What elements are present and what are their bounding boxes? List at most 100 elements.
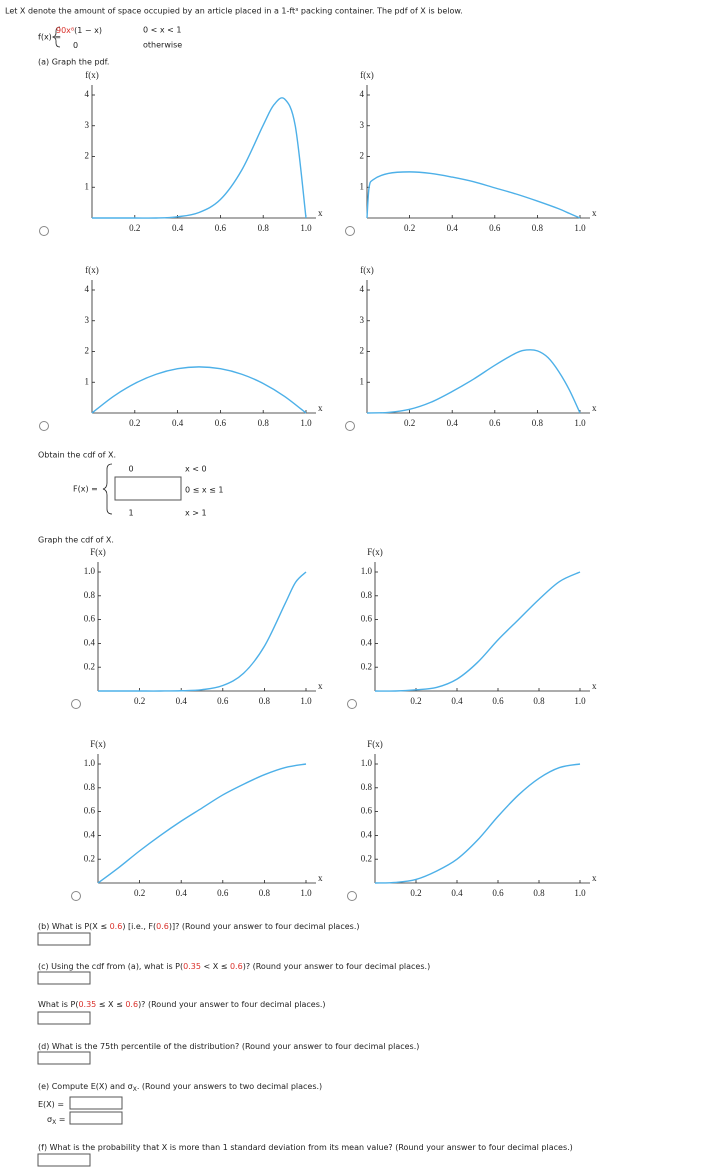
x-tick-label: 0.8	[532, 418, 544, 428]
text-segment: )]? (Round your answer to four decimal p…	[169, 922, 360, 931]
answer-input[interactable]	[37, 932, 91, 946]
radio-button[interactable]	[347, 699, 357, 709]
cdf-value: 0	[128, 465, 133, 474]
x-axis-label: x	[592, 403, 597, 413]
y-axis-label: f(x)	[85, 265, 99, 275]
x-tick-label: 0.6	[492, 888, 504, 898]
x-tick-label: 0.4	[172, 418, 184, 428]
cdf-value: 1	[128, 509, 133, 518]
text-segment: ) [i.e., F(	[122, 922, 156, 931]
answer-input[interactable]	[69, 1096, 123, 1110]
text-segment: 0.6	[230, 962, 243, 971]
y-tick-label: 0.4	[361, 637, 373, 647]
x-axis-label: x	[592, 208, 597, 218]
text-segment: E(X) =	[38, 1100, 64, 1109]
x-tick-label: 0.4	[447, 418, 459, 428]
y-tick-label: 0.8	[84, 590, 96, 600]
curve	[366, 349, 581, 414]
y-tick-label: 1.0	[84, 758, 96, 768]
text-segment: (d) What is the 75th percentile of the d…	[38, 1042, 419, 1051]
x-tick-label: 0.6	[215, 223, 227, 233]
x-axis-label: x	[318, 208, 323, 218]
y-tick-label: 4	[85, 284, 90, 294]
x-tick-label: 1.0	[300, 888, 312, 898]
answer-input[interactable]	[37, 1153, 91, 1167]
text-segment: =	[56, 1115, 65, 1124]
text-segment: (f) What is the probability that X is mo…	[38, 1143, 573, 1152]
y-tick-label: 1	[360, 376, 365, 386]
curve	[97, 763, 307, 884]
question: (e) Compute E(X) and σX. (Round your ans…	[38, 1082, 322, 1094]
y-axis-label: f(x)	[85, 70, 99, 80]
x-tick-label: 1.0	[300, 223, 312, 233]
y-tick-label: 0.6	[84, 806, 96, 816]
y-axis-label: f(x)	[360, 70, 374, 80]
curve	[92, 97, 307, 219]
text-segment: < X ≤	[201, 962, 230, 971]
y-tick-label: 0.2	[84, 853, 95, 863]
text-segment: (c) Using the cdf from (a), what is P(	[38, 962, 183, 971]
cdf-graph-prompt: Graph the cdf of X.	[38, 536, 114, 545]
x-tick-label: 0.8	[533, 696, 545, 706]
radio-button[interactable]	[39, 421, 49, 431]
text-segment: 0.35	[78, 1000, 96, 1009]
text-segment: 0.6	[125, 1000, 138, 1009]
x-axis-label: x	[592, 681, 597, 691]
answer-input[interactable]	[37, 971, 91, 985]
text-segment: (b) What is P(X ≤	[38, 922, 110, 931]
y-axis-label: F(x)	[90, 547, 106, 557]
intro: Let X denote the amount of space occupie…	[5, 7, 463, 16]
x-tick-label: 1.0	[574, 223, 586, 233]
y-tick-label: 1.0	[361, 758, 373, 768]
x-axis-label: x	[318, 403, 323, 413]
y-axis-label: F(x)	[367, 547, 383, 557]
answer-input[interactable]	[69, 1111, 123, 1125]
text-segment: )? (Round your answer to four decimal pl…	[243, 962, 430, 971]
y-tick-label: 2	[85, 151, 90, 161]
x-tick-label: 0.2	[134, 888, 145, 898]
x-tick-label: 0.6	[217, 696, 229, 706]
text-segment: σ	[47, 1115, 52, 1124]
x-tick-label: 0.2	[129, 418, 140, 428]
y-tick-label: 4	[85, 89, 90, 99]
text-segment: 0.6	[156, 922, 169, 931]
x-axis-label: x	[592, 873, 597, 883]
y-tick-label: 2	[360, 151, 365, 161]
text-segment: 90x⁸	[56, 26, 74, 35]
text-segment: X	[52, 1119, 56, 1126]
text-segment: ≤ X ≤	[96, 1000, 125, 1009]
y-axis-label: F(x)	[367, 739, 383, 749]
radio-button[interactable]	[71, 699, 81, 709]
text-segment: (e) Compute E(X) and σ	[38, 1082, 133, 1091]
radio-button[interactable]	[345, 421, 355, 431]
x-tick-label: 0.2	[404, 223, 415, 233]
text-segment: 0.6	[110, 922, 123, 931]
radio-button[interactable]	[345, 226, 355, 236]
y-tick-label: 1.0	[361, 566, 373, 576]
y-tick-label: 1	[85, 181, 90, 191]
y-tick-label: 2	[360, 346, 365, 356]
text-segment: )? (Round your answer to four decimal pl…	[138, 1000, 325, 1009]
x-tick-label: 0.8	[533, 888, 545, 898]
question: (d) What is the 75th percentile of the d…	[38, 1042, 419, 1051]
y-tick-label: 0.6	[361, 614, 373, 624]
question: What is P(0.35 ≤ X ≤ 0.6)? (Round your a…	[38, 1000, 326, 1009]
x-tick-label: 0.2	[404, 418, 415, 428]
x-tick-label: 0.8	[258, 418, 270, 428]
x-tick-label: 1.0	[574, 888, 586, 898]
cdf-input[interactable]	[114, 476, 182, 501]
answer-input[interactable]	[37, 1011, 91, 1025]
y-axis-label: f(x)	[360, 265, 374, 275]
answer-label: σX =	[47, 1115, 65, 1127]
x-tick-label: 0.6	[492, 696, 504, 706]
radio-button[interactable]	[39, 226, 49, 236]
radio-button[interactable]	[71, 891, 81, 901]
x-tick-label: 1.0	[300, 418, 312, 428]
x-tick-label: 1.0	[300, 696, 312, 706]
y-tick-label: 0.2	[361, 661, 372, 671]
x-tick-label: 0.8	[259, 888, 271, 898]
answer-input[interactable]	[37, 1051, 91, 1065]
radio-button[interactable]	[347, 891, 357, 901]
y-tick-label: 4	[360, 89, 365, 99]
